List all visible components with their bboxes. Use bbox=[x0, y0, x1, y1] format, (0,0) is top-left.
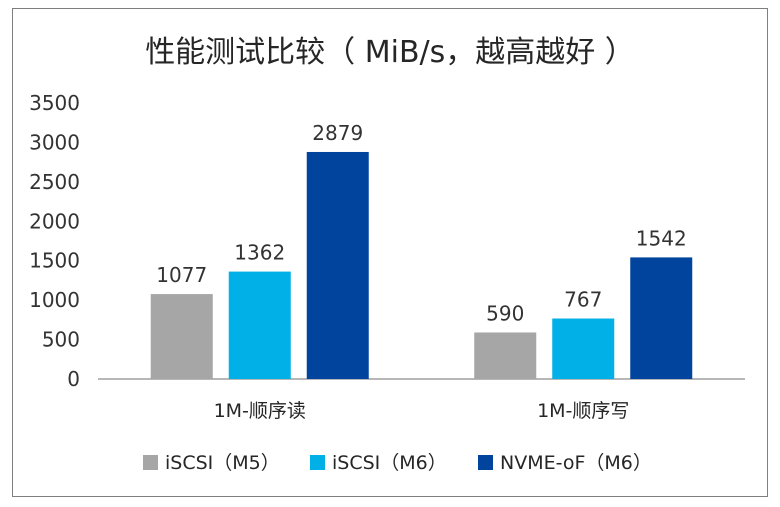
y-tick-label: 3500 bbox=[29, 91, 80, 115]
y-tick-label: 1000 bbox=[29, 288, 80, 312]
data-label: 2879 bbox=[312, 121, 363, 145]
legend-swatch bbox=[143, 455, 158, 470]
y-axis: 0 500 1000 1500 2000 2500 3000 3500 bbox=[29, 91, 80, 391]
bar-series-1-category-0 bbox=[228, 271, 291, 379]
data-labels: 1077 1362 2879 590 767 1542 bbox=[156, 121, 686, 326]
legend-label: iSCSI（M6） bbox=[332, 452, 447, 474]
x-category-label: 1M-顺序写 bbox=[537, 400, 629, 422]
bar-series-1-category-1 bbox=[552, 318, 615, 379]
bar-series-0-category-1 bbox=[474, 332, 537, 379]
y-tick-label: 500 bbox=[42, 328, 80, 352]
x-axis: 1M-顺序读 1M-顺序写 bbox=[214, 400, 630, 422]
y-tick-label: 1500 bbox=[29, 249, 80, 273]
bar-series-0-category-0 bbox=[150, 294, 213, 379]
chart-frame bbox=[12, 8, 768, 497]
data-label: 1077 bbox=[156, 263, 207, 287]
y-tick-label: 3000 bbox=[29, 130, 80, 154]
bar-series-2-category-1 bbox=[630, 257, 693, 379]
bar-series-2-category-0 bbox=[306, 151, 369, 379]
legend-label: NVME-oF（M6） bbox=[500, 452, 652, 474]
data-label: 767 bbox=[564, 288, 602, 312]
legend-swatch bbox=[310, 455, 325, 470]
y-tick-label: 2000 bbox=[29, 209, 80, 233]
legend-label: iSCSI（M5） bbox=[165, 452, 280, 474]
x-category-label: 1M-顺序读 bbox=[214, 400, 306, 422]
legend-swatch bbox=[478, 455, 493, 470]
chart-title: 性能测试比较（ MiB/s，越高越好 ） bbox=[145, 35, 635, 70]
y-tick-label: 2500 bbox=[29, 170, 80, 194]
data-label: 590 bbox=[486, 301, 524, 325]
y-tick-label: 0 bbox=[67, 367, 80, 391]
data-label: 1542 bbox=[636, 226, 687, 250]
data-label: 1362 bbox=[234, 241, 285, 265]
legend: iSCSI（M5） iSCSI（M6） NVME-oF（M6） bbox=[143, 452, 652, 474]
bars bbox=[150, 151, 693, 379]
